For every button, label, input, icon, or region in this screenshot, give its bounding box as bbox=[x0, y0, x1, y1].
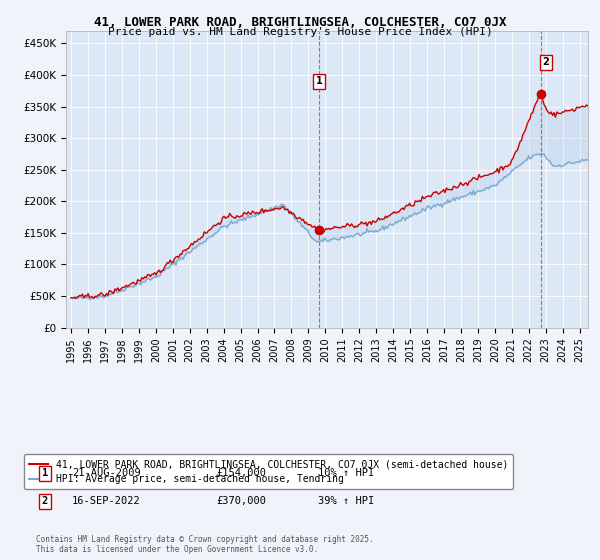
Text: £154,000: £154,000 bbox=[216, 468, 266, 478]
Text: Contains HM Land Registry data © Crown copyright and database right 2025.
This d: Contains HM Land Registry data © Crown c… bbox=[36, 535, 374, 554]
Text: 16-SEP-2022: 16-SEP-2022 bbox=[72, 496, 141, 506]
Text: Price paid vs. HM Land Registry's House Price Index (HPI): Price paid vs. HM Land Registry's House … bbox=[107, 27, 493, 37]
Text: 1: 1 bbox=[316, 76, 323, 86]
Text: 1: 1 bbox=[42, 468, 48, 478]
Legend: 41, LOWER PARK ROAD, BRIGHTLINGSEA, COLCHESTER, CO7 0JX (semi-detached house), H: 41, LOWER PARK ROAD, BRIGHTLINGSEA, COLC… bbox=[24, 454, 513, 489]
Text: 2: 2 bbox=[42, 496, 48, 506]
Text: 10% ↑ HPI: 10% ↑ HPI bbox=[318, 468, 374, 478]
Text: 2: 2 bbox=[542, 57, 549, 67]
Text: 39% ↑ HPI: 39% ↑ HPI bbox=[318, 496, 374, 506]
Text: 41, LOWER PARK ROAD, BRIGHTLINGSEA, COLCHESTER, CO7 0JX: 41, LOWER PARK ROAD, BRIGHTLINGSEA, COLC… bbox=[94, 16, 506, 29]
Text: 21-AUG-2009: 21-AUG-2009 bbox=[72, 468, 141, 478]
Text: £370,000: £370,000 bbox=[216, 496, 266, 506]
